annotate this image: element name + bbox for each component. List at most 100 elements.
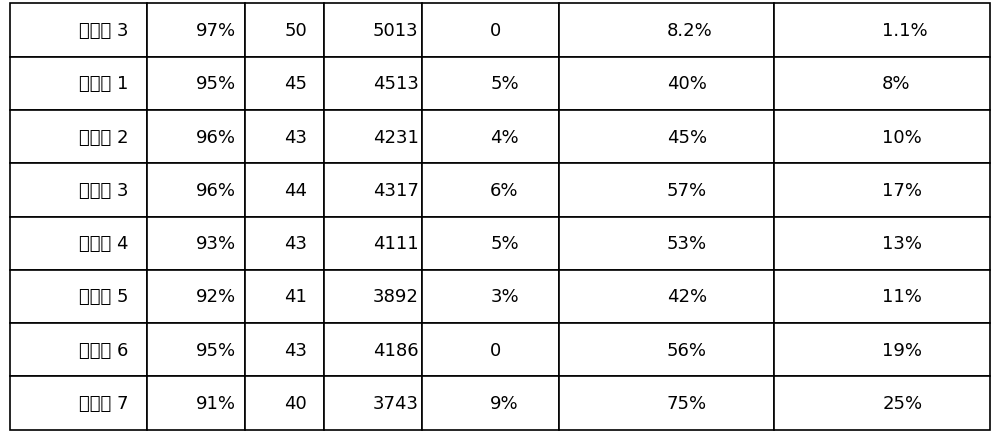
Bar (774, 57, 990, 111)
Text: 9%: 9% (490, 394, 519, 412)
Text: 50: 50 (284, 22, 307, 40)
Bar (245, 270, 324, 323)
Bar (422, 323, 559, 376)
Text: 92%: 92% (196, 288, 236, 306)
Text: 42%: 42% (667, 288, 707, 306)
Text: 97%: 97% (196, 22, 236, 40)
Text: 5%: 5% (490, 75, 519, 93)
Text: 实施例 3: 实施例 3 (79, 22, 128, 40)
Bar (324, 111, 422, 164)
Text: 对比例 7: 对比例 7 (79, 394, 128, 412)
Text: 43: 43 (284, 341, 307, 359)
Bar (10, 323, 147, 376)
Text: 1.1%: 1.1% (882, 22, 928, 40)
Bar (774, 4, 990, 58)
Text: 13%: 13% (882, 235, 922, 253)
Bar (774, 270, 990, 323)
Bar (559, 111, 774, 164)
Text: 4111: 4111 (373, 235, 418, 253)
Text: 25%: 25% (882, 394, 922, 412)
Text: 45%: 45% (667, 128, 707, 146)
Bar (10, 4, 147, 58)
Bar (422, 4, 559, 58)
Bar (245, 4, 324, 58)
Bar (324, 217, 422, 270)
Text: 95%: 95% (196, 341, 236, 359)
Text: 对比例 4: 对比例 4 (79, 235, 128, 253)
Bar (147, 217, 245, 270)
Bar (324, 323, 422, 376)
Bar (245, 57, 324, 111)
Text: 96%: 96% (196, 181, 236, 199)
Bar (245, 376, 324, 430)
Text: 93%: 93% (196, 235, 236, 253)
Text: 57%: 57% (667, 181, 707, 199)
Bar (10, 376, 147, 430)
Bar (559, 270, 774, 323)
Text: 对比例 5: 对比例 5 (79, 288, 128, 306)
Bar (422, 111, 559, 164)
Text: 19%: 19% (882, 341, 922, 359)
Bar (774, 164, 990, 217)
Bar (422, 270, 559, 323)
Bar (324, 57, 422, 111)
Text: 3743: 3743 (373, 394, 419, 412)
Bar (422, 217, 559, 270)
Bar (245, 323, 324, 376)
Text: 3892: 3892 (373, 288, 418, 306)
Text: 6%: 6% (490, 181, 519, 199)
Text: 0: 0 (490, 341, 501, 359)
Bar (774, 217, 990, 270)
Bar (10, 270, 147, 323)
Bar (422, 57, 559, 111)
Text: 11%: 11% (882, 288, 922, 306)
Bar (559, 323, 774, 376)
Text: 对比例 1: 对比例 1 (79, 75, 128, 93)
Bar (774, 376, 990, 430)
Text: 43: 43 (284, 128, 307, 146)
Bar (147, 111, 245, 164)
Bar (245, 164, 324, 217)
Text: 8%: 8% (882, 75, 911, 93)
Text: 4%: 4% (490, 128, 519, 146)
Text: 40%: 40% (667, 75, 706, 93)
Bar (10, 57, 147, 111)
Text: 75%: 75% (667, 394, 707, 412)
Text: 4186: 4186 (373, 341, 418, 359)
Text: 91%: 91% (196, 394, 236, 412)
Text: 56%: 56% (667, 341, 707, 359)
Text: 53%: 53% (667, 235, 707, 253)
Bar (559, 57, 774, 111)
Text: 5013: 5013 (373, 22, 418, 40)
Bar (774, 111, 990, 164)
Text: 4513: 4513 (373, 75, 418, 93)
Bar (559, 376, 774, 430)
Bar (324, 376, 422, 430)
Bar (147, 4, 245, 58)
Text: 4317: 4317 (373, 181, 418, 199)
Bar (774, 323, 990, 376)
Bar (324, 164, 422, 217)
Bar (559, 217, 774, 270)
Bar (324, 270, 422, 323)
Bar (245, 111, 324, 164)
Text: 40: 40 (284, 394, 307, 412)
Text: 96%: 96% (196, 128, 236, 146)
Text: 4231: 4231 (373, 128, 418, 146)
Bar (422, 164, 559, 217)
Text: 10%: 10% (882, 128, 922, 146)
Bar (559, 164, 774, 217)
Bar (147, 323, 245, 376)
Bar (324, 4, 422, 58)
Bar (147, 57, 245, 111)
Text: 对比例 3: 对比例 3 (79, 181, 128, 199)
Bar (245, 217, 324, 270)
Text: 5%: 5% (490, 235, 519, 253)
Text: 41: 41 (284, 288, 307, 306)
Text: 对比例 6: 对比例 6 (79, 341, 128, 359)
Bar (147, 376, 245, 430)
Bar (422, 376, 559, 430)
Text: 95%: 95% (196, 75, 236, 93)
Bar (559, 4, 774, 58)
Bar (10, 164, 147, 217)
